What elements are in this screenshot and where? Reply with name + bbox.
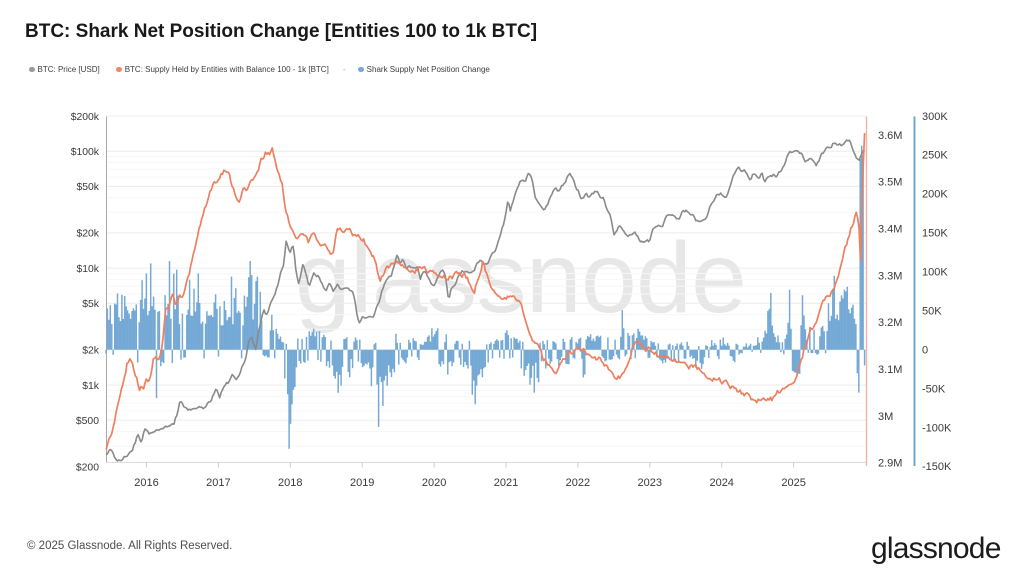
svg-text:$200k: $200k	[71, 112, 100, 123]
svg-text:300K: 300K	[922, 111, 948, 123]
svg-text:2016: 2016	[134, 477, 158, 489]
svg-text:3.6M: 3.6M	[878, 130, 902, 142]
svg-text:2023: 2023	[638, 477, 662, 489]
svg-text:$500: $500	[76, 416, 99, 427]
svg-text:2017: 2017	[206, 477, 230, 489]
svg-text:$100k: $100k	[71, 147, 100, 158]
svg-text:2020: 2020	[422, 477, 446, 489]
svg-text:0: 0	[922, 344, 928, 356]
svg-text:3M: 3M	[878, 411, 893, 423]
svg-text:2025: 2025	[781, 477, 805, 489]
svg-text:$10k: $10k	[76, 264, 99, 275]
svg-text:2018: 2018	[278, 477, 302, 489]
svg-text:2024: 2024	[709, 477, 733, 489]
svg-text:250K: 250K	[922, 150, 948, 162]
svg-text:-50K: -50K	[922, 383, 946, 395]
svg-text:2019: 2019	[350, 477, 374, 489]
svg-text:150K: 150K	[922, 228, 948, 240]
svg-text:2022: 2022	[566, 477, 590, 489]
svg-text:3.1M: 3.1M	[878, 364, 902, 376]
svg-text:200K: 200K	[922, 189, 948, 201]
svg-text:100K: 100K	[922, 267, 948, 279]
svg-text:-150K: -150K	[922, 461, 952, 473]
svg-text:3.3M: 3.3M	[878, 270, 902, 282]
svg-text:$50k: $50k	[76, 182, 99, 193]
svg-text:$20k: $20k	[76, 229, 99, 240]
svg-text:3.4M: 3.4M	[878, 224, 902, 236]
svg-text:$2k: $2k	[82, 346, 100, 357]
svg-text:2021: 2021	[494, 477, 518, 489]
svg-text:$1k: $1k	[82, 381, 100, 392]
svg-text:2.9M: 2.9M	[878, 458, 902, 470]
svg-text:-100K: -100K	[922, 422, 952, 434]
svg-text:3.5M: 3.5M	[878, 177, 902, 189]
svg-text:50K: 50K	[922, 306, 942, 318]
svg-text:3.2M: 3.2M	[878, 317, 902, 329]
svg-text:$5k: $5k	[82, 299, 100, 310]
svg-text:$200: $200	[76, 463, 99, 474]
